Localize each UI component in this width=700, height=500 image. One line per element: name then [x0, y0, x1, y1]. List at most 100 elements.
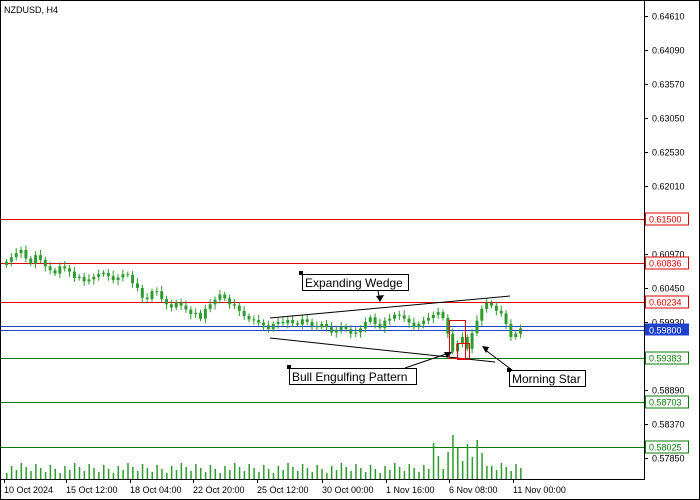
candle-body: [388, 318, 392, 321]
volume-bar: [141, 464, 144, 479]
x-tick-label: 18 Oct 04:00: [130, 485, 182, 495]
candle: [48, 261, 52, 275]
volume-bar: [146, 468, 149, 479]
candle: [14, 248, 18, 261]
candle: [38, 249, 42, 264]
annotations: Expanding Wedge Bull Engulfing Pattern Mor…: [269, 271, 586, 387]
candle-body: [48, 266, 52, 271]
candle: [349, 325, 353, 339]
volume-bar: [350, 471, 352, 479]
volume-bar: [117, 466, 120, 479]
volume-bar: [515, 464, 517, 479]
y-tick-label: 0.62010: [652, 182, 685, 192]
annotation-expanding-wedge-text: Expanding Wedge: [305, 276, 403, 290]
candle-body: [82, 276, 86, 282]
candle-body: [334, 329, 338, 333]
volume-bar: [253, 468, 255, 479]
level-label-box: [645, 212, 689, 226]
volume-bar: [384, 466, 386, 479]
candle-body: [417, 323, 421, 328]
annotation-expanding-wedge: Expanding Wedge: [302, 274, 409, 291]
volume-bar: [127, 463, 129, 479]
volume-bar: [432, 443, 435, 479]
candle: [72, 266, 76, 283]
x-tick-label: 1 Nov 16:00: [386, 485, 435, 495]
volume-bar: [369, 465, 372, 479]
y-tick-label: 0.58890: [652, 386, 685, 396]
candle-body: [296, 323, 299, 325]
volume-bar: [510, 471, 512, 479]
candle-body: [320, 323, 324, 328]
candle-body: [519, 328, 523, 334]
annotation-expanding-wedge-box: [302, 274, 409, 291]
x-tick-label: 6 Nov 08:00: [449, 485, 498, 495]
y-tick-label: 0.62530: [652, 148, 685, 158]
candle: [9, 253, 13, 267]
volume-bar: [277, 466, 280, 479]
volume-bar: [204, 472, 207, 479]
volume-bar: [54, 469, 56, 479]
candle-body: [160, 291, 164, 300]
candle: [407, 315, 411, 328]
arrow-line: [483, 348, 513, 371]
candle-body: [174, 302, 178, 308]
candle-body: [184, 305, 188, 310]
candle-body: [446, 318, 450, 334]
volume-bar: [423, 465, 425, 479]
horizontal-levels: [1, 219, 644, 448]
candle: [514, 331, 518, 340]
volume-bar: [486, 466, 488, 479]
level-label-box: [645, 256, 689, 270]
volume-bar: [442, 469, 444, 479]
volume-bar: [224, 466, 226, 479]
candle: [266, 320, 270, 334]
arrow-head: [444, 352, 452, 358]
candle-body: [490, 302, 493, 306]
volume-bar: [447, 452, 449, 479]
candle-body: [504, 313, 508, 324]
volume-bar: [379, 473, 381, 479]
volume-bar: [238, 467, 241, 479]
volume-bar: [69, 470, 71, 479]
volume-bar: [219, 473, 221, 479]
volume-bar: [258, 472, 260, 479]
candle: [300, 315, 304, 330]
volume-bar: [394, 463, 396, 479]
candle-body: [383, 320, 387, 328]
annotation-bull-engulfing-box: [289, 368, 417, 385]
candle: [325, 319, 329, 332]
candle: [363, 317, 367, 333]
candle-body: [422, 320, 426, 324]
volume-bar: [437, 456, 440, 479]
volume-bars: [6, 435, 522, 479]
volume-bar: [103, 465, 105, 479]
candle: [296, 320, 299, 328]
candle-body: [465, 337, 469, 349]
level-label-box: [645, 440, 689, 454]
volume-bar: [156, 465, 158, 479]
candle: [257, 314, 261, 326]
volume-bar: [389, 470, 391, 479]
candle-body: [436, 312, 440, 315]
candle-body: [475, 320, 479, 334]
y-tick-label: 0.60970: [652, 250, 685, 260]
chart-title: NZDUSD, H4: [4, 5, 58, 15]
volume-bar: [30, 471, 32, 479]
candle-body: [179, 302, 183, 306]
volume-bar: [180, 463, 183, 479]
volume-bar: [491, 466, 493, 479]
candle-body: [145, 297, 149, 300]
volume-bar: [195, 464, 197, 479]
candle-body: [58, 266, 62, 274]
candle-body: [509, 323, 513, 338]
candle: [24, 245, 28, 263]
annotation-morning-star-box: [509, 370, 586, 387]
y-tick-label: 0.63570: [652, 80, 685, 90]
candle-body: [165, 299, 169, 305]
candle-body: [441, 312, 445, 319]
candle: [412, 318, 416, 332]
candle: [145, 293, 149, 303]
